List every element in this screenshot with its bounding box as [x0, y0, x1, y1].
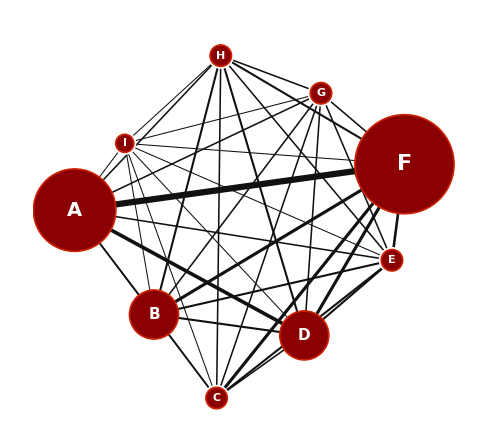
Circle shape — [282, 312, 327, 358]
Circle shape — [131, 291, 177, 337]
Circle shape — [114, 132, 136, 154]
Circle shape — [35, 170, 114, 250]
Circle shape — [280, 311, 329, 360]
Text: B: B — [148, 307, 160, 322]
Circle shape — [308, 81, 334, 106]
Text: C: C — [212, 393, 220, 403]
Text: I: I — [122, 139, 126, 148]
Circle shape — [355, 114, 454, 214]
Circle shape — [208, 43, 234, 68]
Circle shape — [310, 83, 332, 104]
Circle shape — [383, 251, 401, 270]
Circle shape — [212, 46, 230, 65]
Circle shape — [380, 248, 404, 273]
Circle shape — [130, 290, 178, 339]
Circle shape — [34, 169, 116, 251]
Text: G: G — [316, 88, 326, 98]
Text: E: E — [388, 255, 396, 265]
Circle shape — [204, 385, 229, 410]
Circle shape — [208, 389, 226, 407]
Circle shape — [312, 84, 330, 102]
Text: F: F — [397, 154, 412, 174]
Text: A: A — [67, 201, 82, 220]
Circle shape — [117, 136, 132, 151]
Text: H: H — [216, 51, 226, 61]
Circle shape — [381, 250, 403, 271]
Circle shape — [116, 134, 134, 153]
Circle shape — [356, 116, 452, 212]
Circle shape — [206, 387, 228, 409]
Text: D: D — [298, 328, 310, 343]
Circle shape — [210, 45, 232, 66]
